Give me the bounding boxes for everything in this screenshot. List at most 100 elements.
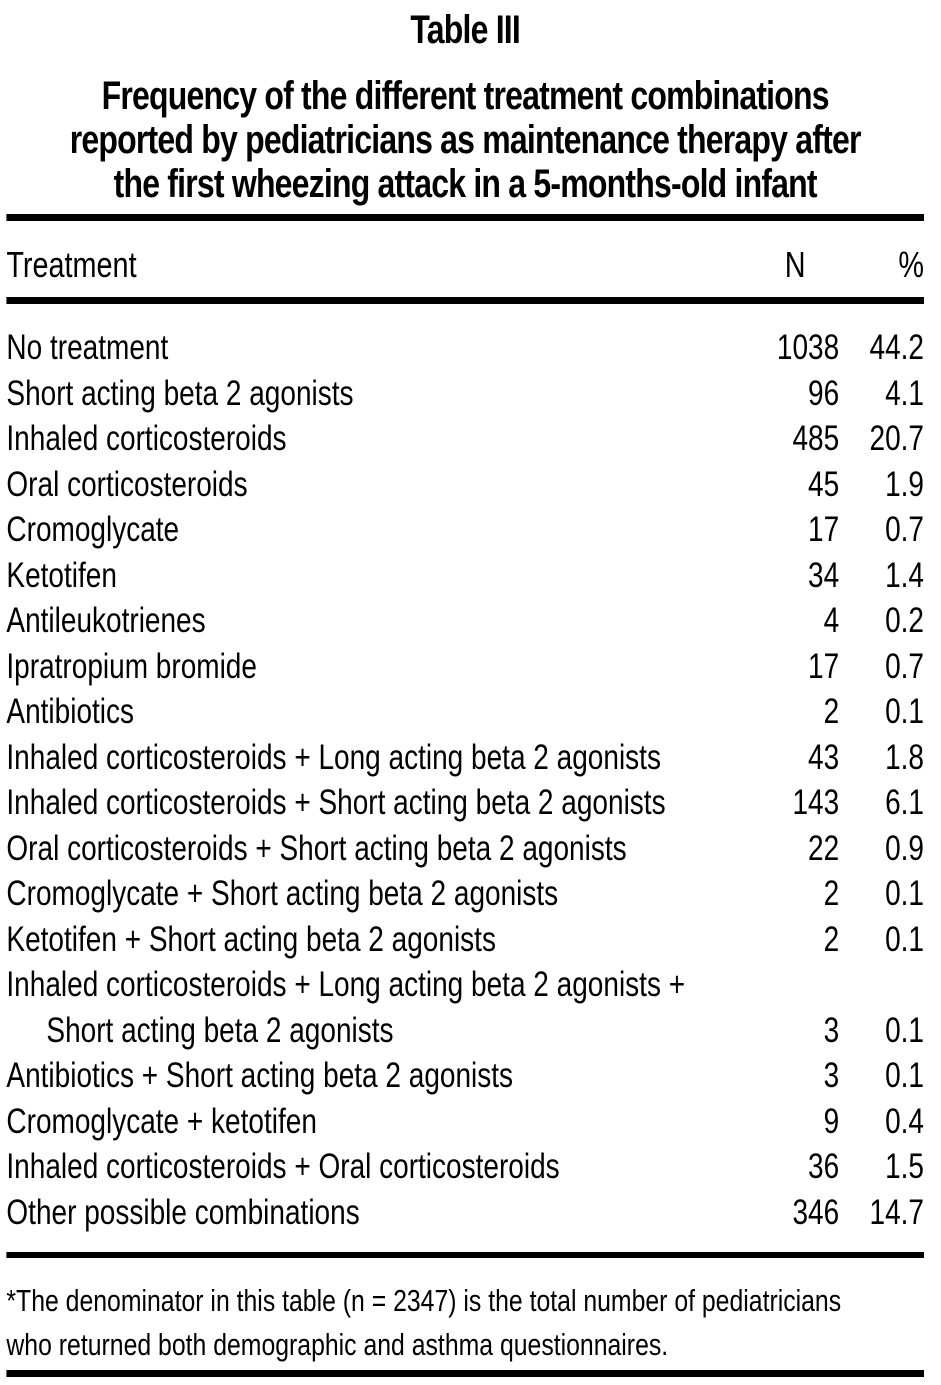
treatment-cell: Oral corticosteroids: [6, 462, 751, 508]
table-title-line2: reported by pediatricians as maintenance…: [69, 118, 862, 162]
treatment-cell: Antileukotrienes: [6, 598, 751, 644]
n-value: 3: [823, 1056, 840, 1095]
pct-value: 1.9: [885, 464, 924, 504]
table-row: Inhaled corticosteroids + Long acting be…: [6, 735, 924, 781]
n-value: 45: [808, 464, 840, 504]
table-title-line3: the first wheezing attack in a 5-months-…: [113, 162, 818, 206]
footnote-line1: *The denominator in this table (n = 2347…: [6, 1283, 842, 1318]
table-row: Cromoglycate 17 0.7: [6, 507, 924, 553]
pct-value: 1.4: [885, 555, 924, 595]
n-value: 17: [808, 646, 840, 686]
treatment-cell: Inhaled corticosteroids + Short acting b…: [6, 780, 751, 826]
treatment-cell: Inhaled corticosteroids + Long acting be…: [6, 735, 751, 781]
n-value: 3: [823, 1010, 840, 1050]
top-rule: [6, 214, 924, 221]
treatment-label: Inhaled corticosteroids + Short acting b…: [6, 783, 666, 822]
pct-value: 0.9: [885, 828, 924, 868]
table-row: Ketotifen 34 1.4: [6, 553, 924, 599]
treatment-label: Antibiotics + Short acting beta 2 agonis…: [6, 1056, 514, 1095]
treatment-cell: Cromoglycate: [6, 507, 751, 553]
table-row: Inhaled corticosteroids + Oral corticost…: [6, 1144, 924, 1190]
table-row: No treatment 1038 44.2: [6, 325, 924, 371]
table-row: Oral corticosteroids 45 1.9: [6, 462, 924, 508]
treatment-cell: Antibiotics + Short acting beta 2 agonis…: [6, 1053, 751, 1099]
treatment-cell: Oral corticosteroids + Short acting beta…: [6, 826, 751, 872]
table-number-heading: Table III: [410, 8, 520, 52]
treatment-label: Ketotifen: [6, 555, 117, 595]
table-row: Ipratropium bromide 17 0.7: [6, 644, 924, 690]
table-row: Cromoglycate + Short acting beta 2 agoni…: [6, 871, 924, 917]
table-footnote: *The denominator in this table (n = 2347…: [6, 1279, 924, 1367]
table-title: Frequency of the different treatment com…: [6, 74, 924, 206]
pct-value: 1.8: [885, 737, 924, 777]
treatment-label: Antibiotics: [6, 692, 135, 731]
treatment-label: Inhaled corticosteroids + Long acting be…: [6, 965, 686, 1004]
treatment-cell: Inhaled corticosteroids + Long acting be…: [6, 962, 751, 1053]
n-value: 17: [808, 510, 840, 549]
n-value: 2: [823, 919, 840, 959]
n-value: 143: [792, 783, 840, 822]
n-value: 2: [823, 692, 840, 731]
n-value: 2: [823, 874, 840, 913]
pct-value: 0.1: [885, 874, 924, 913]
column-header-treatment: Treatment: [6, 244, 137, 285]
table-row: Antibiotics 2 0.1: [6, 689, 924, 735]
table-body: No treatment 1038 44.2 Short acting beta…: [6, 304, 924, 1235]
footer-rule: [6, 1252, 924, 1258]
treatment-cell: Ketotifen + Short acting beta 2 agonists: [6, 917, 751, 963]
treatment-label: No treatment: [6, 328, 169, 367]
n-value: 1038: [776, 328, 840, 367]
bottom-rule: [6, 1370, 924, 1377]
treatment-label: Oral corticosteroids: [6, 464, 248, 504]
pct-value: 14.7: [869, 1192, 925, 1232]
n-value: 346: [792, 1192, 840, 1232]
treatment-label: Cromoglycate + Short acting beta 2 agoni…: [6, 874, 559, 913]
table-row: Ketotifen + Short acting beta 2 agonists…: [6, 917, 924, 963]
pct-value: 44.2: [869, 328, 925, 367]
n-value: 43: [808, 737, 840, 777]
pct-value: 4.1: [885, 373, 924, 413]
treatment-cell: No treatment: [6, 325, 751, 371]
treatment-cell: Inhaled corticosteroids: [6, 416, 751, 462]
treatment-label: Cromoglycate + ketotifen: [6, 1101, 317, 1141]
treatment-label: Ipratropium bromide: [6, 646, 257, 686]
treatment-label: Other possible combinations: [6, 1192, 360, 1232]
pct-value: 0.7: [885, 510, 924, 549]
pct-value: 1.5: [885, 1147, 924, 1186]
treatment-cell: Ipratropium bromide: [6, 644, 751, 690]
footnote-line2: who returned both demographic and asthma…: [6, 1327, 669, 1362]
table-row: Short acting beta 2 agonists 96 4.1: [6, 371, 924, 417]
n-value: 485: [792, 419, 840, 458]
table-row: Inhaled corticosteroids + Short acting b…: [6, 780, 924, 826]
n-value: 36: [808, 1147, 840, 1186]
table-row: Antibiotics + Short acting beta 2 agonis…: [6, 1053, 924, 1099]
treatment-label: Inhaled corticosteroids + Oral corticost…: [6, 1147, 560, 1186]
treatment-label: Antileukotrienes: [6, 601, 206, 640]
column-header-percent: %: [898, 244, 924, 285]
treatment-label-line2: Short acting beta 2 agonists: [46, 1010, 394, 1050]
table-row: Oral corticosteroids + Short acting beta…: [6, 826, 924, 872]
paper-table-page: Table III Frequency of the different tre…: [0, 10, 941, 1377]
treatment-label: Ketotifen + Short acting beta 2 agonists: [6, 919, 496, 959]
table-row: Other possible combinations 346 14.7: [6, 1190, 924, 1236]
table-container: Table III Frequency of the different tre…: [0, 10, 941, 1377]
table-row: Inhaled corticosteroids + Long acting be…: [6, 962, 924, 1053]
column-header-n: N: [784, 244, 806, 285]
pct-value: 0.4: [885, 1101, 924, 1141]
treatment-label: Oral corticosteroids + Short acting beta…: [6, 828, 627, 868]
treatment-label: Short acting beta 2 agonists: [6, 373, 354, 413]
pct-value: 6.1: [885, 783, 924, 822]
n-value: 96: [808, 373, 840, 413]
pct-value: 0.1: [885, 692, 924, 731]
treatment-label: Cromoglycate: [6, 510, 180, 549]
treatment-cell: Cromoglycate + Short acting beta 2 agoni…: [6, 871, 751, 917]
pct-value: 0.1: [885, 919, 924, 959]
treatment-label: Inhaled corticosteroids: [6, 419, 287, 458]
pct-value: 0.1: [885, 1010, 924, 1050]
table-row: Antileukotrienes 4 0.2: [6, 598, 924, 644]
pct-value: 0.7: [885, 646, 924, 686]
n-value: 34: [808, 555, 840, 595]
pct-value: 0.2: [885, 601, 924, 640]
table-row: Inhaled corticosteroids 485 20.7: [6, 416, 924, 462]
n-value: 4: [823, 601, 840, 640]
